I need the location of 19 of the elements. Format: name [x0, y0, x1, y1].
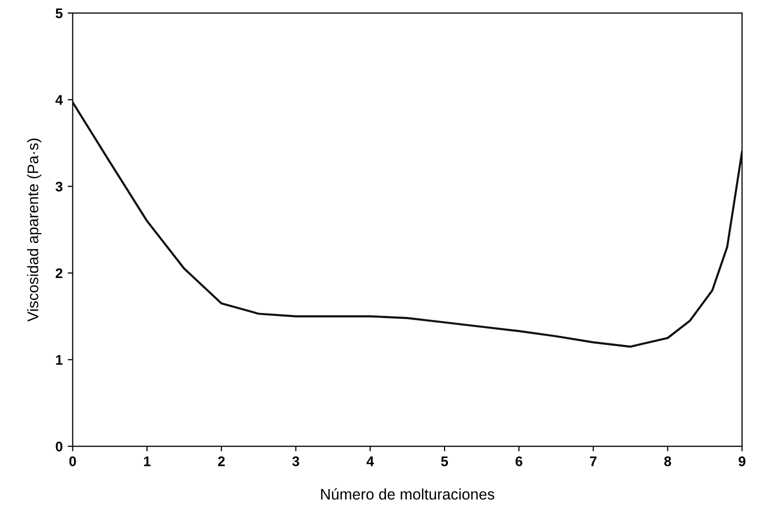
line-series: [72, 101, 742, 348]
x-tick-label: 8: [664, 456, 672, 466]
x-tick-label: 6: [516, 456, 522, 466]
x-tick-label: 2: [218, 456, 225, 466]
y-axis-title: Viscosidad aparente (Pa·s): [27, 138, 42, 322]
x-tick-label: 0: [69, 456, 76, 466]
y-tick-label: 2: [56, 268, 62, 278]
x-tick-label: 3: [292, 456, 300, 466]
x-tick-label: 7: [590, 456, 597, 466]
x-tick-label: 4: [366, 456, 374, 466]
y-tick-label: 5: [56, 8, 63, 18]
x-tick-label: 9: [738, 456, 746, 466]
y-tick-label: 4: [55, 95, 63, 105]
x-tick-label: 1: [144, 456, 151, 466]
y-tick-label: 0: [56, 442, 62, 452]
y-tick-label: 3: [56, 182, 62, 192]
x-tick-label: 5: [441, 456, 448, 466]
y-tick-label: 1: [56, 355, 63, 365]
x-axis-title: Número de molturaciones: [321, 488, 494, 500]
